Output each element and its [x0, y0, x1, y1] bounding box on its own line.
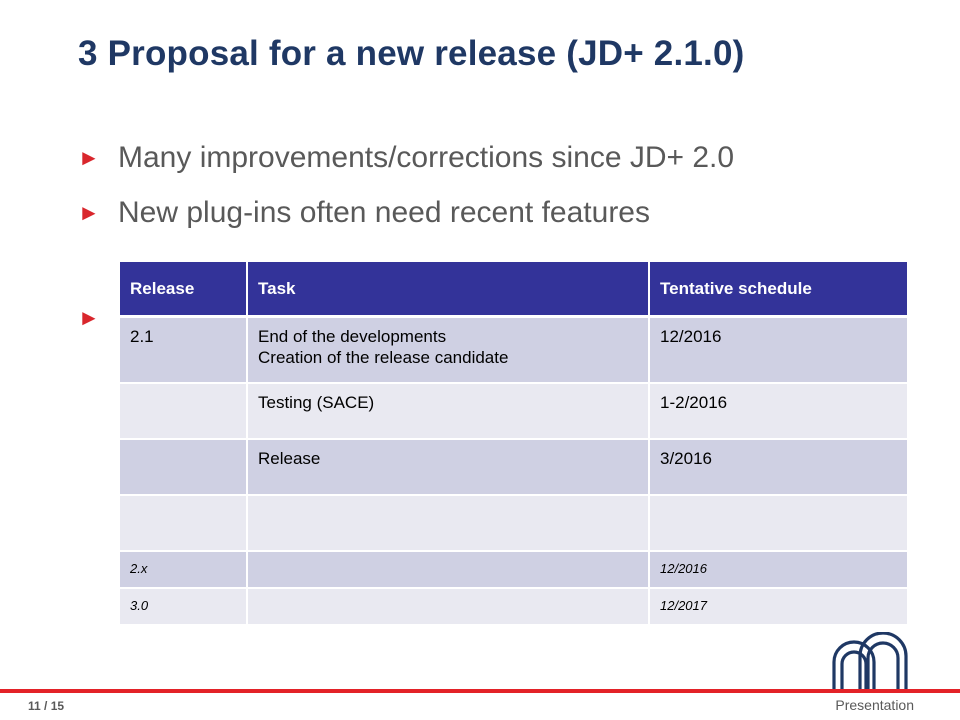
- cell-release: [120, 383, 248, 440]
- nbb-arches-logo-icon: [832, 632, 908, 690]
- header-schedule: Tentative schedule: [649, 262, 909, 318]
- table-row: [120, 495, 909, 552]
- bullet-arrow-icon: ►: [78, 305, 100, 330]
- cell-task: End of the developments Creation of the …: [247, 316, 650, 384]
- cell-schedule: 12/2017: [649, 588, 909, 626]
- cell-schedule: 12/2016: [649, 316, 909, 384]
- table-row: 2.x 12/2016: [120, 551, 909, 589]
- cell-schedule: 1-2/2016: [649, 383, 909, 440]
- cell-release: 3.0: [120, 588, 248, 626]
- table-row: 3.0 12/2017: [120, 588, 909, 626]
- bullet-text: New plug-ins often need recent features: [118, 196, 650, 229]
- table-header-row: Release Task Tentative schedule: [120, 262, 909, 318]
- table-row: Testing (SACE) 1-2/2016: [120, 383, 909, 440]
- page-number: 11 / 15: [28, 699, 65, 713]
- cell-task-line: Creation of the release candidate: [258, 348, 509, 368]
- cell-task: [247, 588, 650, 626]
- footer-divider: [0, 689, 960, 693]
- cell-task: Release: [247, 439, 650, 496]
- cell-task: [247, 551, 650, 589]
- table-row: 2.1 End of the developments Creation of …: [120, 316, 909, 384]
- cell-schedule: 3/2016: [649, 439, 909, 496]
- cell-task-line: End of the developments: [258, 327, 447, 346]
- cell-schedule: 12/2016: [649, 551, 909, 589]
- bullet-item: ►: [78, 307, 118, 329]
- header-task: Task: [247, 262, 650, 318]
- slide-title: 3 Proposal for a new release (JD+ 2.1.0): [78, 34, 745, 73]
- cell-release: [120, 439, 248, 496]
- table-row: Release 3/2016: [120, 439, 909, 496]
- cell-schedule: [649, 495, 909, 552]
- bullet-arrow-icon: ►: [78, 145, 100, 170]
- footer-label: Presentation: [835, 697, 914, 713]
- cell-task: Testing (SACE): [247, 383, 650, 440]
- cell-task: [247, 495, 650, 552]
- bullet-item: ► Many improvements/corrections since JD…: [78, 141, 734, 175]
- bullet-text: Many improvements/corrections since JD+ …: [118, 141, 735, 174]
- cell-release: [120, 495, 248, 552]
- header-release: Release: [120, 262, 248, 318]
- bullet-arrow-icon: ►: [78, 200, 100, 225]
- bullet-item: ► New plug-ins often need recent feature…: [78, 196, 650, 230]
- cell-release: 2.x: [120, 551, 248, 589]
- cell-release: 2.1: [120, 316, 248, 384]
- schedule-table: Release Task Tentative schedule 2.1 End …: [120, 262, 909, 626]
